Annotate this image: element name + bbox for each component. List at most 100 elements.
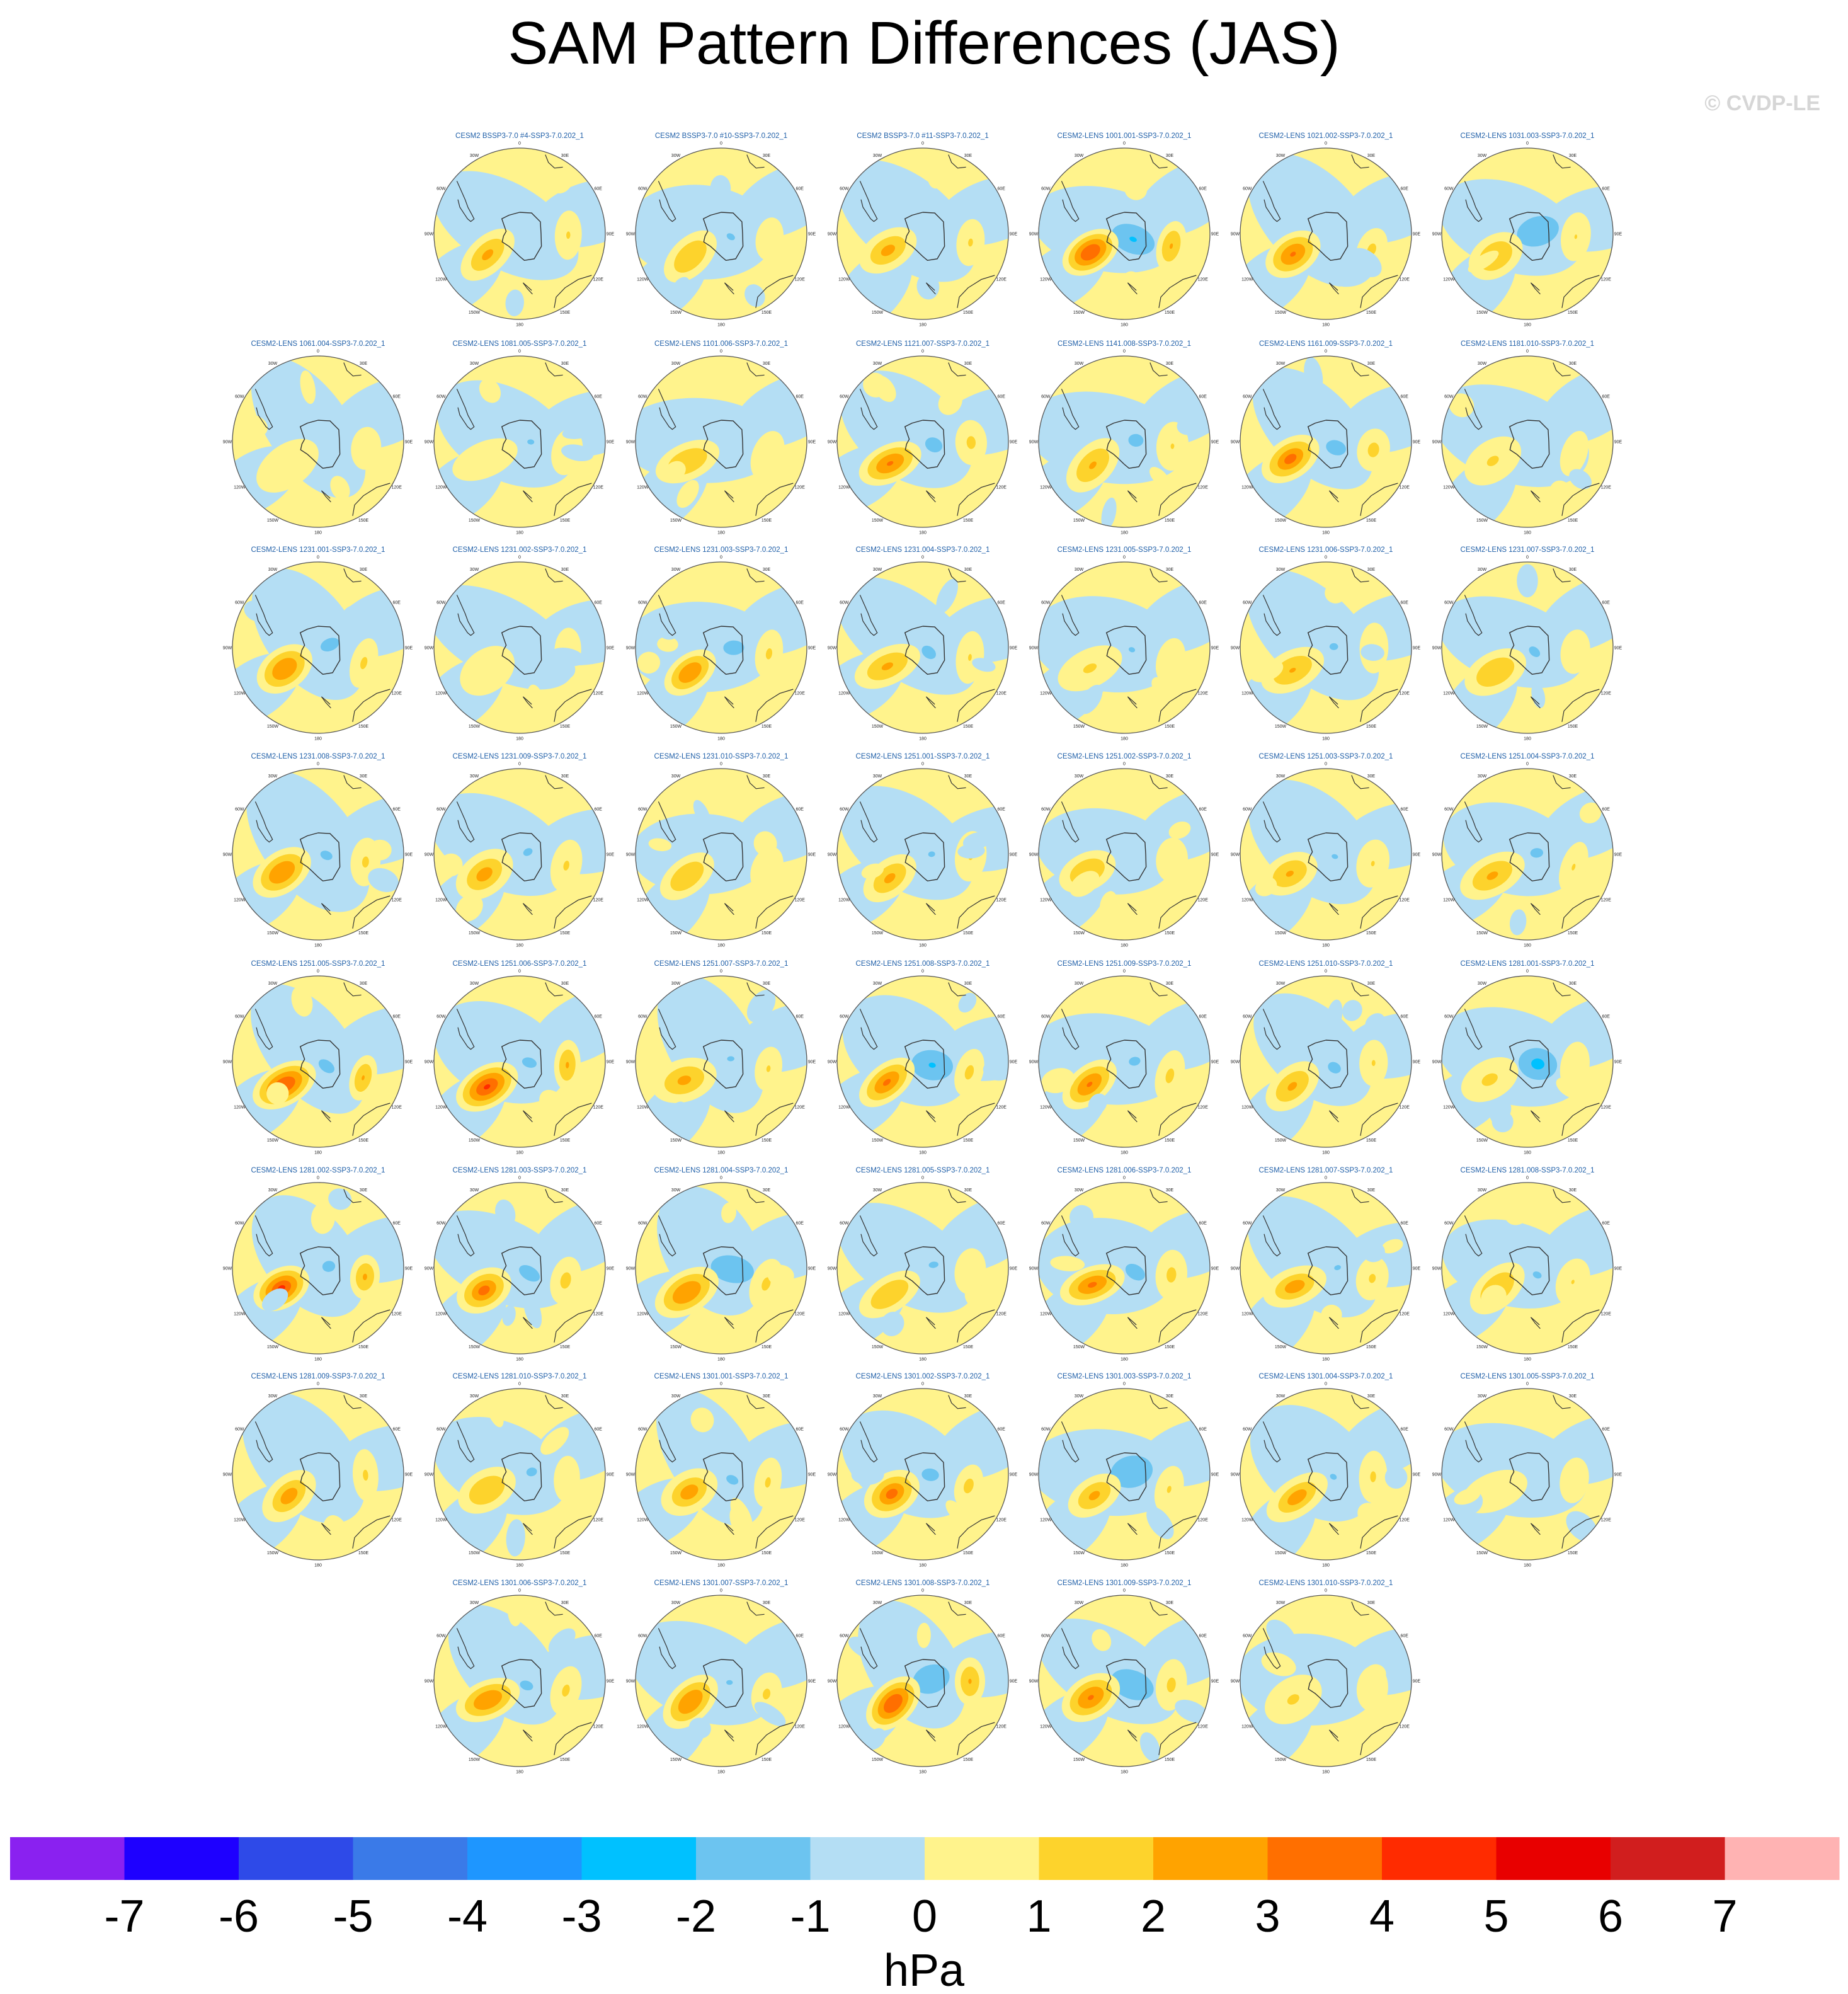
longitude-label: 60W: [840, 1428, 849, 1432]
africa-coastline: [1553, 1395, 1571, 1409]
contour-field: [232, 1183, 404, 1354]
antarctica-coastline: [1307, 1452, 1349, 1502]
negative-anomaly-patch: [548, 1628, 576, 1654]
south-america-coastline: [658, 1215, 676, 1257]
south-america-coastline: [859, 389, 878, 430]
longitude-label: 150W: [1073, 1758, 1085, 1762]
longitude-label: 60E: [1602, 808, 1610, 812]
longitude-label: 0: [720, 1382, 722, 1387]
longitude-label: 60W: [638, 601, 647, 605]
colorbar-box: [696, 1837, 811, 1880]
longitude-label: 0: [317, 350, 319, 354]
map-panel: CESM2-LENS 1301.006-SSP3-7.0.202_1 0 60E 90…: [425, 1579, 615, 1775]
longitude-label: 120E: [1400, 1106, 1410, 1110]
longitude-label: 0: [720, 556, 722, 560]
longitude-label: 30W: [671, 362, 681, 366]
longitude-label: 30W: [671, 568, 681, 572]
longitude-label: 180: [919, 944, 927, 948]
map-panel: CESM2-LENS 1251.003-SSP3-7.0.202_1 0 60E 90…: [1231, 753, 1421, 948]
longitude-label: 150W: [469, 931, 481, 936]
longitude-label: 90E: [1010, 1267, 1018, 1271]
longitude-label: 180: [1322, 944, 1330, 948]
positive-anomaly-center: [1261, 646, 1325, 694]
africa-coastline: [746, 982, 765, 997]
negative-anomaly-patch: [464, 1636, 495, 1661]
south-america-coastline: [859, 1009, 878, 1050]
longitude-label: 120W: [1040, 278, 1052, 282]
australia-coastline: [957, 1515, 995, 1549]
new-zealand-coastline: [1530, 696, 1541, 709]
south-america-coastline: [456, 1421, 475, 1463]
south-america-coastline: [1464, 1009, 1483, 1050]
antarctica-coastline: [1307, 420, 1349, 469]
africa-coastline: [343, 568, 362, 583]
negative-anomaly-center: [700, 624, 767, 671]
longitude-label: 180: [1524, 1358, 1531, 1362]
negative-anomaly-patch: [261, 1288, 288, 1312]
panel-title: CESM2 BSSP3-7.0 #11-SSP3-7.0.202_1: [857, 132, 988, 140]
panel-title: CESM2-LENS 1281.009-SSP3-7.0.202_1: [251, 1373, 385, 1380]
africa-coastline: [1553, 982, 1571, 997]
longitude-label: 150E: [1568, 1551, 1578, 1556]
australia-coastline: [1360, 1722, 1398, 1755]
longitude-label: 120W: [838, 898, 850, 903]
longitude-label: 120E: [795, 1518, 806, 1523]
longitude-label: 30W: [470, 774, 479, 779]
longitude-label: 180: [717, 944, 725, 948]
negative-anomaly-patch: [1266, 1619, 1296, 1650]
contour-field: [1240, 1183, 1412, 1354]
australia-coastline: [554, 895, 592, 929]
longitude-label: 120E: [593, 1725, 604, 1729]
longitude-label: 90W: [626, 1267, 636, 1271]
longitude-label: 90W: [1432, 853, 1442, 857]
colorbar-box: [1039, 1837, 1154, 1880]
longitude-label: 150W: [1275, 931, 1287, 936]
map-panel: CESM2-LENS 1061.004-SSP3-7.0.202_1 0 60E 90…: [223, 340, 413, 536]
longitude-label: 30W: [873, 1394, 882, 1399]
longitude-label: 90W: [425, 1680, 434, 1684]
longitude-label: 90E: [808, 232, 816, 237]
longitude-label: 150W: [1275, 1551, 1287, 1556]
panel-title: CESM2-LENS 1101.006-SSP3-7.0.202_1: [654, 340, 788, 348]
new-zealand-coastline: [724, 490, 734, 503]
negative-anomaly-patch: [1271, 394, 1293, 415]
longitude-label: 90E: [607, 232, 615, 237]
antarctica-coastline: [1509, 212, 1550, 261]
positive-anomaly-patch: [777, 1694, 802, 1711]
south-america-coastline: [859, 801, 878, 843]
new-zealand-coastline: [1127, 1729, 1138, 1742]
antarctica-coastline: [702, 1452, 744, 1502]
new-zealand-coastline: [925, 1523, 936, 1535]
south-america-coastline: [1262, 595, 1281, 636]
longitude-label: 120W: [838, 1312, 850, 1317]
longitude-label: 60E: [1199, 1634, 1207, 1639]
longitude-label: 30E: [360, 568, 368, 572]
longitude-label: 60W: [638, 1634, 647, 1639]
positive-anomaly-secondary: [1560, 629, 1590, 674]
longitude-label: 60W: [235, 1222, 244, 1226]
antarctica-coastline: [904, 1659, 945, 1709]
map-border: [232, 355, 404, 528]
contour-field: [636, 976, 807, 1147]
colorbar-box: [1153, 1837, 1268, 1880]
longitude-label: 90E: [1614, 1473, 1623, 1477]
longitude-label: 90E: [405, 440, 413, 445]
longitude-label: 30E: [763, 154, 771, 158]
longitude-label: 120W: [838, 486, 850, 490]
longitude-label: 30W: [1276, 982, 1286, 986]
longitude-label: 60W: [1444, 1222, 1454, 1226]
longitude-label: 60W: [235, 1015, 244, 1019]
south-america-coastline: [658, 389, 676, 430]
longitude-label: 30E: [561, 1394, 569, 1399]
australia-coastline: [1158, 1309, 1197, 1343]
longitude-label: 150W: [1073, 519, 1085, 523]
contour-field: [434, 1183, 605, 1354]
positive-anomaly-secondary: [955, 631, 984, 684]
longitude-label: 150W: [872, 1138, 884, 1143]
positive-anomaly-patch: [1124, 179, 1148, 200]
longitude-label: 120E: [996, 898, 1007, 903]
south-america-coastline: [658, 1628, 676, 1670]
contour-field: [837, 1183, 1008, 1354]
longitude-label: 150W: [1073, 311, 1085, 315]
map-border: [1441, 561, 1614, 734]
